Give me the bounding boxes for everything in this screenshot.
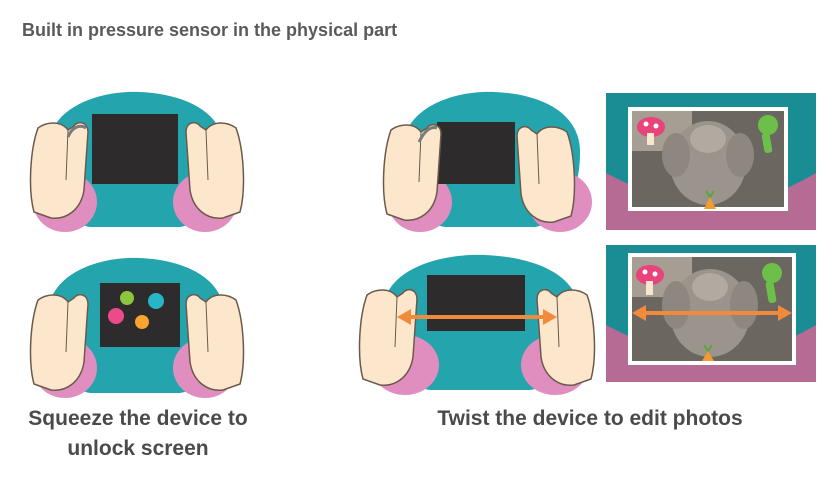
mushroom-sticker-icon — [637, 117, 665, 145]
device-screen — [437, 122, 515, 184]
mushroom-sticker-icon — [636, 265, 664, 295]
unlock-dot — [135, 315, 149, 329]
right-hand-icon — [185, 293, 245, 392]
twist-arrow-icon — [417, 126, 438, 143]
unlock-dot — [148, 293, 164, 309]
right-hand-icon — [516, 125, 576, 224]
microphone-sticker-icon — [758, 115, 778, 154]
device-twist-arrow-figure — [358, 254, 596, 395]
left-hand-icon — [29, 121, 89, 220]
left-hand-icon — [382, 123, 442, 222]
page-title: Built in pressure sensor in the physical… — [22, 20, 398, 40]
photo-panel-top — [606, 93, 816, 230]
unlock-dot — [120, 291, 134, 305]
twist-caption: Twist the device to edit photos — [437, 407, 743, 430]
device-unlock-figure — [29, 257, 245, 398]
right-hand-icon — [536, 288, 596, 387]
squeeze-arrow-icon — [66, 124, 87, 138]
photo-panel-bottom — [606, 245, 816, 382]
device-screen — [427, 275, 525, 331]
unlock-dot — [108, 308, 124, 324]
squeeze-caption: Squeeze the device to unlock screen — [28, 407, 248, 460]
device-screen — [92, 114, 178, 184]
carrot-sticker-icon — [704, 190, 716, 209]
double-arrow-icon — [397, 309, 557, 325]
carrot-sticker-icon — [702, 344, 714, 361]
left-hand-icon — [29, 293, 89, 392]
left-hand-icon — [358, 288, 418, 387]
right-hand-icon — [185, 121, 245, 220]
microphone-sticker-icon — [762, 263, 782, 304]
device-squeeze-figure — [29, 91, 245, 232]
device-twist-figure — [382, 91, 592, 232]
double-arrow-icon — [632, 305, 792, 321]
